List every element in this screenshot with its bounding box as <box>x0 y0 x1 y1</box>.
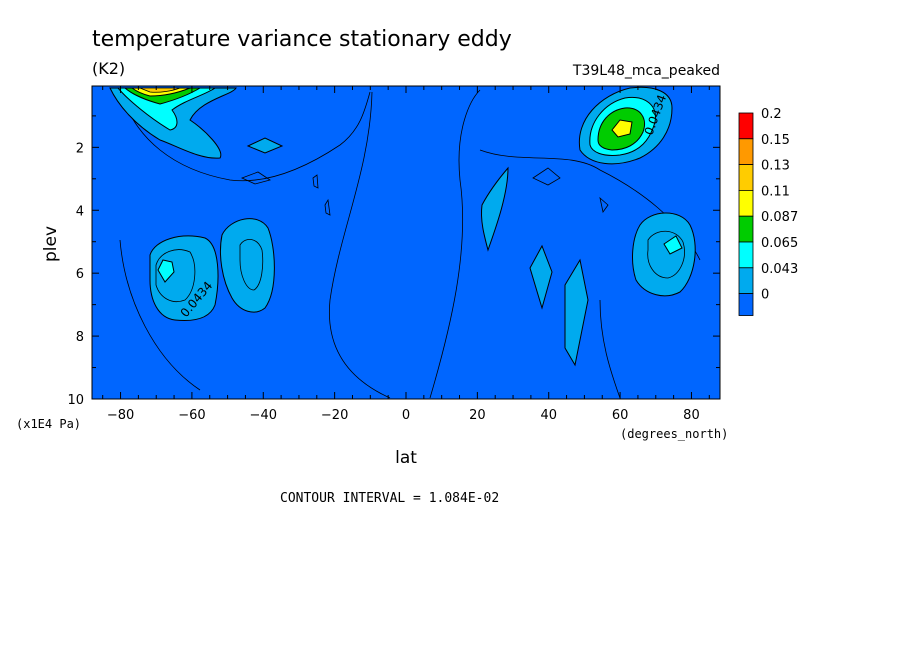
legend-label: 0.087 <box>761 210 798 225</box>
y-axis-label: plev <box>41 226 61 262</box>
y-axis: 2 4 6 8 10 <box>67 115 720 408</box>
contour-interval: CONTOUR INTERVAL = 1.084E-02 <box>280 491 499 506</box>
x-tick-label: −80 <box>107 408 134 423</box>
legend-label: 0.11 <box>761 184 790 199</box>
y-tick-label: 10 <box>67 393 84 408</box>
y-tick-label: 6 <box>76 267 84 282</box>
small-left-4 <box>324 198 331 216</box>
y-units: (x1E4 Pa) <box>16 417 81 431</box>
plot-area: 0.0434 0.0434 <box>91 85 721 400</box>
legend-label: 0.15 <box>761 133 790 148</box>
spike-r-2 <box>529 244 553 310</box>
legend-label: 0 <box>761 288 769 303</box>
x-tick-label: 80 <box>683 408 700 423</box>
x-tick-label: −20 <box>321 408 348 423</box>
legend: 0.2 0.15 0.13 0.11 0.087 0.065 0.043 0 <box>738 107 798 316</box>
blob-l-043 <box>219 218 275 313</box>
spike-r-3 <box>564 258 589 367</box>
small-left-1 <box>246 137 284 154</box>
blob-ll-inner <box>155 249 196 302</box>
chart-title: temperature variance stationary eddy <box>92 27 512 52</box>
x-tick-label: 60 <box>612 408 629 423</box>
x-tick-label: 20 <box>469 408 486 423</box>
thin-contour-center <box>328 89 481 399</box>
legend-swatch <box>738 112 754 140</box>
legend-swatch <box>738 189 754 217</box>
spike-r-1 <box>481 166 509 252</box>
x-tick-label: −60 <box>178 408 205 423</box>
x-axis: −80 −60 −40 −20 0 20 40 60 80 <box>102 86 710 423</box>
dataset-label: T39L48_mca_peaked <box>572 63 720 79</box>
blob-r-043 <box>632 212 696 297</box>
small-right-2 <box>599 196 609 213</box>
x-axis-label: lat <box>395 448 417 468</box>
blob-l-inner <box>239 239 264 291</box>
blob-ll-065 <box>157 259 175 283</box>
chart-units: (K2) <box>92 59 125 78</box>
x-tick-label: −40 <box>250 408 277 423</box>
contour-shapes <box>109 86 701 399</box>
legend-swatch <box>738 293 754 316</box>
legend-swatch <box>738 215 754 243</box>
small-left-3 <box>312 174 319 189</box>
legend-swatch <box>738 241 754 269</box>
legend-swatch <box>738 138 754 166</box>
x-tick-label: 0 <box>402 408 410 423</box>
legend-swatch <box>738 267 754 294</box>
y-tick-label: 4 <box>76 204 84 219</box>
legend-swatch <box>738 164 754 191</box>
legend-label: 0.043 <box>761 262 798 277</box>
legend-label: 0.2 <box>761 107 782 122</box>
blob-r-inner <box>647 230 685 279</box>
peak-ul-13 <box>139 87 181 93</box>
blob-r-065 <box>663 235 683 255</box>
thin-contour-left <box>119 89 371 391</box>
small-right-1 <box>532 167 561 186</box>
small-left-2 <box>240 171 271 185</box>
peak-ur-11 <box>611 119 633 138</box>
legend-label: 0.13 <box>761 159 790 174</box>
y-tick-label: 2 <box>76 141 84 156</box>
y-tick-label: 8 <box>76 330 84 345</box>
legend-label: 0.065 <box>761 236 798 251</box>
x-units: (degrees_north) <box>620 427 728 441</box>
x-tick-label: 40 <box>540 408 557 423</box>
